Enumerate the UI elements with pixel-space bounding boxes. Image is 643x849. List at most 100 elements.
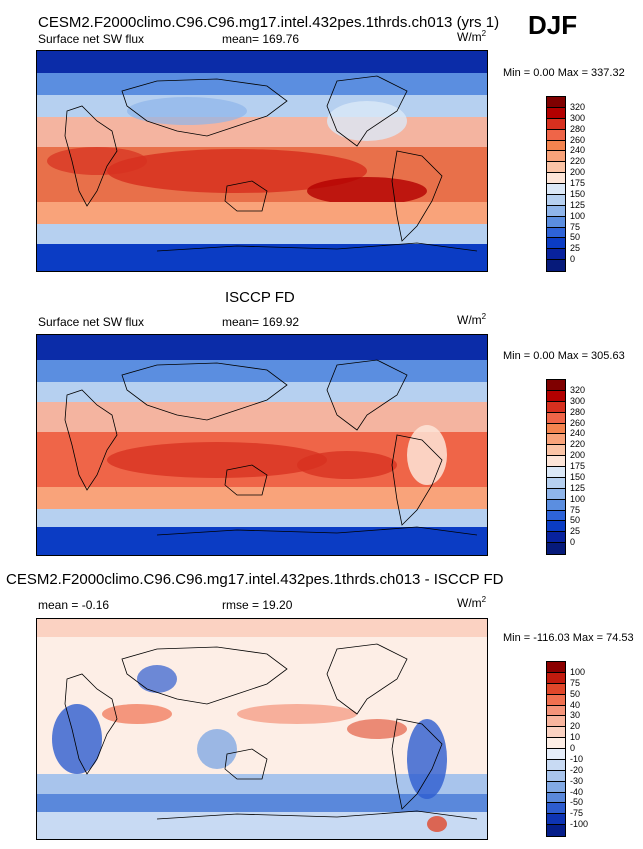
colorbar-swatch [547,467,565,478]
panel1-variable: Surface net SW flux [38,32,145,46]
colorbar-tick-label: 220 [570,156,586,167]
colorbar-swatch [547,694,565,706]
panel2-minmax: Min = 0.00 Max = 305.63 [503,350,625,362]
colorbar-swatch [547,162,565,174]
colorbar-tick-label: 25 [570,526,581,537]
colorbar-tick-label: 260 [570,417,586,428]
panel1-units-exp: 2 [481,29,487,38]
panel1-mean: mean= 169.76 [222,32,300,46]
panel3-map [36,618,488,840]
panel3-colorbar [546,661,566,837]
colorbar-tick-label: 125 [570,482,586,493]
colorbar-swatch [547,510,565,522]
colorbar-swatch [547,118,565,130]
colorbar-swatch [547,738,565,749]
colorbar-tick-label: 300 [570,395,586,406]
colorbar-swatch [547,227,565,239]
colorbar-swatch [547,749,565,760]
colorbar-swatch [547,770,565,782]
colorbar-tick-label: 220 [570,439,586,450]
colorbar-tick-label: 40 [570,699,581,710]
colorbar-swatch [547,488,565,500]
colorbar-tick-label: 240 [570,428,586,439]
colorbar-swatch [547,803,565,815]
colorbar-swatch [547,216,565,228]
colorbar-tick-label: 260 [570,134,586,145]
colorbar-swatch [547,716,565,728]
colorbar-tick-label: -40 [570,786,584,797]
colorbar-tick-label: 300 [570,112,586,123]
colorbar-tick-label: 75 [570,221,581,232]
colorbar-swatch [547,412,565,424]
colorbar-tick-label: 200 [570,167,586,178]
colorbar-tick-label: 100 [570,493,586,504]
colorbar-swatch [547,814,565,826]
colorbar-tick-label: 0 [570,537,576,548]
season-label: DJF [528,10,578,40]
colorbar-swatch [547,205,565,217]
colorbar-tick-label: 240 [570,145,586,156]
colorbar-tick-label: 50 [570,232,581,243]
panel3-map-svg [37,619,487,839]
colorbar-tick-label: 150 [570,471,586,482]
panel3-rmse: rmse = 19.20 [222,598,293,612]
colorbar-tick-label: 320 [570,384,586,395]
panel2-map-svg [37,335,487,555]
panel2-units-base: W/m [457,313,482,327]
colorbar-tick-label: 100 [570,210,586,221]
colorbar-swatch [547,521,565,533]
colorbar-swatch [547,238,565,250]
colorbar-tick-label: -10 [570,753,584,764]
panel2-variable: Surface net SW flux [38,315,145,329]
colorbar-swatch [547,445,565,457]
colorbar-tick-label: 175 [570,461,586,471]
colorbar-swatch [547,792,565,804]
colorbar-tick-label: 150 [570,188,586,199]
colorbar-swatch [547,249,565,261]
colorbar-swatch [547,380,565,391]
colorbar-tick-label: 50 [570,688,581,699]
colorbar-swatch [547,825,565,836]
colorbar-swatch [547,532,565,544]
colorbar-swatch [547,434,565,446]
colorbar-tick-label: 30 [570,710,581,721]
colorbar-tick-label: -50 [570,797,584,808]
panel2-title: ISCCP FD [225,289,295,306]
colorbar-tick-label: 10 [570,732,581,743]
panel1-minmax: Min = 0.00 Max = 337.32 [503,67,625,79]
colorbar-swatch [547,477,565,489]
colorbar-swatch [547,151,565,163]
colorbar-swatch [547,129,565,141]
colorbar-swatch [547,140,565,152]
colorbar-swatch [547,499,565,511]
colorbar-tick-label: 50 [570,515,581,526]
colorbar-swatch [547,401,565,413]
panel1-colorbar [546,96,566,272]
panel3-title: CESM2.F2000climo.C96.C96.mg17.intel.432p… [6,571,504,588]
colorbar-swatch [547,390,565,402]
colorbar-tick-label: 25 [570,243,581,254]
panel2-colorbar [546,379,566,555]
colorbar-tick-label: 200 [570,450,586,461]
colorbar-tick-label: 125 [570,199,586,210]
colorbar-tick-label: 280 [570,123,586,134]
colorbar-swatch [547,423,565,435]
panel1-units: W/m2 [457,29,487,45]
panel2-mean: mean= 169.92 [222,315,300,329]
panel1-units-base: W/m [457,30,482,44]
colorbar-swatch [547,194,565,206]
panel3-units-base: W/m [457,596,482,610]
colorbar-swatch [547,173,565,184]
colorbar-tick-label: 0 [570,743,576,753]
colorbar-swatch [547,705,565,717]
colorbar-tick-label: -100 [570,819,589,830]
panel3-minmax: Min = -116.03 Max = 74.53 [503,632,634,644]
colorbar-tick-label: 75 [570,677,581,688]
panel2-map [36,334,488,556]
panel2-units-exp: 2 [481,312,487,321]
colorbar-swatch [547,727,565,739]
colorbar-tick-label: 0 [570,254,576,265]
panel1-title: CESM2.F2000climo.C96.C96.mg17.intel.432p… [38,14,500,31]
colorbar-tick-label: 20 [570,721,581,732]
colorbar-swatch [547,184,565,195]
